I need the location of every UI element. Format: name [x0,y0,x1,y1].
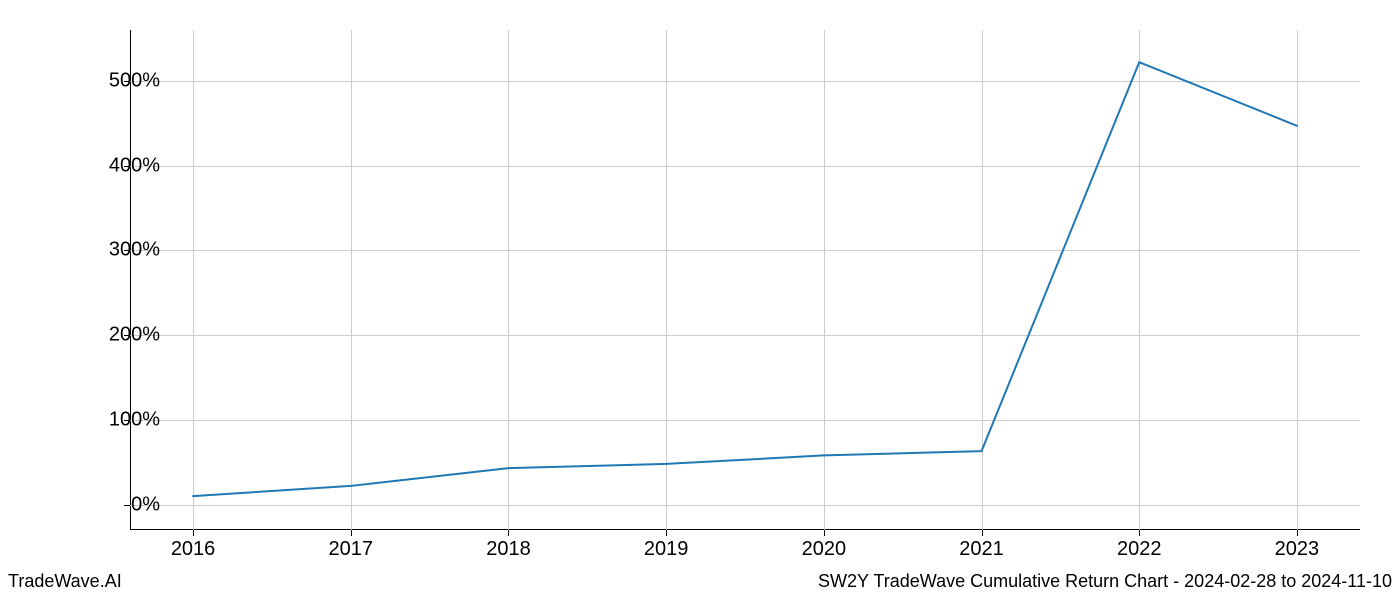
chart-plot-area [130,30,1360,530]
y-tick-label: 300% [80,239,160,262]
x-tick-label: 2017 [329,538,374,561]
footer-brand: TradeWave.AI [8,571,122,592]
x-tick-mark [824,530,825,536]
x-tick-mark [1297,530,1298,536]
y-tick-label: 200% [80,324,160,347]
x-tick-mark [1139,530,1140,536]
x-tick-label: 2023 [1275,538,1320,561]
x-tick-label: 2018 [486,538,531,561]
x-tick-label: 2020 [802,538,847,561]
x-tick-mark [351,530,352,536]
line-series [130,30,1360,530]
x-tick-label: 2019 [644,538,689,561]
x-tick-mark [193,530,194,536]
x-tick-label: 2021 [959,538,1004,561]
x-tick-label: 2016 [171,538,216,561]
y-tick-label: 500% [80,69,160,92]
x-tick-mark [982,530,983,536]
y-tick-label: 0% [80,493,160,516]
footer-caption: SW2Y TradeWave Cumulative Return Chart -… [818,571,1392,592]
x-tick-mark [508,530,509,536]
x-tick-label: 2022 [1117,538,1162,561]
x-tick-mark [666,530,667,536]
y-tick-label: 100% [80,408,160,431]
y-tick-label: 400% [80,154,160,177]
